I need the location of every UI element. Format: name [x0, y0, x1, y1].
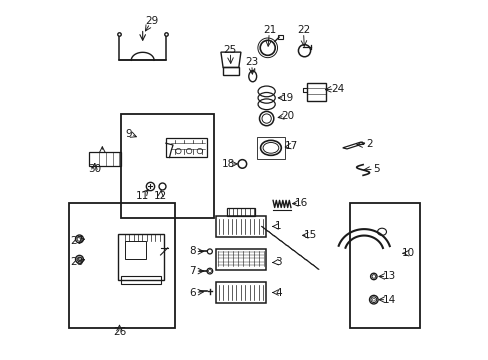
- Text: 20: 20: [280, 111, 293, 121]
- Bar: [256, 137, 285, 158]
- Bar: [216, 216, 265, 237]
- Text: 12: 12: [154, 191, 167, 201]
- Text: 24: 24: [330, 84, 343, 94]
- Text: 6: 6: [189, 288, 196, 297]
- Text: 1: 1: [275, 221, 281, 231]
- Text: 27: 27: [71, 236, 84, 246]
- Bar: [306, 83, 325, 102]
- Text: 16: 16: [294, 198, 307, 208]
- Text: 18: 18: [222, 159, 235, 169]
- Bar: [277, 35, 283, 39]
- Bar: [216, 282, 265, 303]
- Text: 25: 25: [223, 45, 236, 55]
- Text: 11: 11: [136, 191, 149, 201]
- Text: 23: 23: [244, 57, 258, 67]
- Text: 26: 26: [113, 327, 126, 337]
- Bar: [165, 138, 206, 157]
- Bar: [118, 234, 164, 280]
- Text: 10: 10: [402, 248, 414, 258]
- Bar: [223, 67, 238, 75]
- Bar: [69, 203, 175, 328]
- Text: 30: 30: [88, 164, 101, 174]
- Text: 14: 14: [382, 295, 395, 305]
- Bar: [349, 203, 419, 328]
- Text: 4: 4: [275, 288, 281, 297]
- Bar: [226, 208, 255, 216]
- Text: 2: 2: [366, 139, 372, 149]
- Text: 3: 3: [275, 257, 281, 267]
- Text: 29: 29: [145, 16, 158, 26]
- Text: 5: 5: [373, 164, 379, 174]
- Text: 13: 13: [382, 271, 395, 282]
- Text: 17: 17: [284, 141, 297, 151]
- Text: 7: 7: [189, 266, 196, 276]
- Bar: [121, 276, 160, 284]
- Text: 21: 21: [263, 25, 276, 35]
- Text: 28: 28: [71, 257, 84, 267]
- Bar: [88, 152, 121, 166]
- Bar: [121, 114, 214, 217]
- Text: 15: 15: [304, 230, 317, 240]
- Bar: [124, 241, 146, 258]
- Text: 19: 19: [280, 93, 293, 103]
- Text: 22: 22: [296, 25, 309, 35]
- Text: 9: 9: [125, 129, 131, 139]
- Bar: [216, 249, 265, 270]
- Text: 8: 8: [189, 247, 196, 256]
